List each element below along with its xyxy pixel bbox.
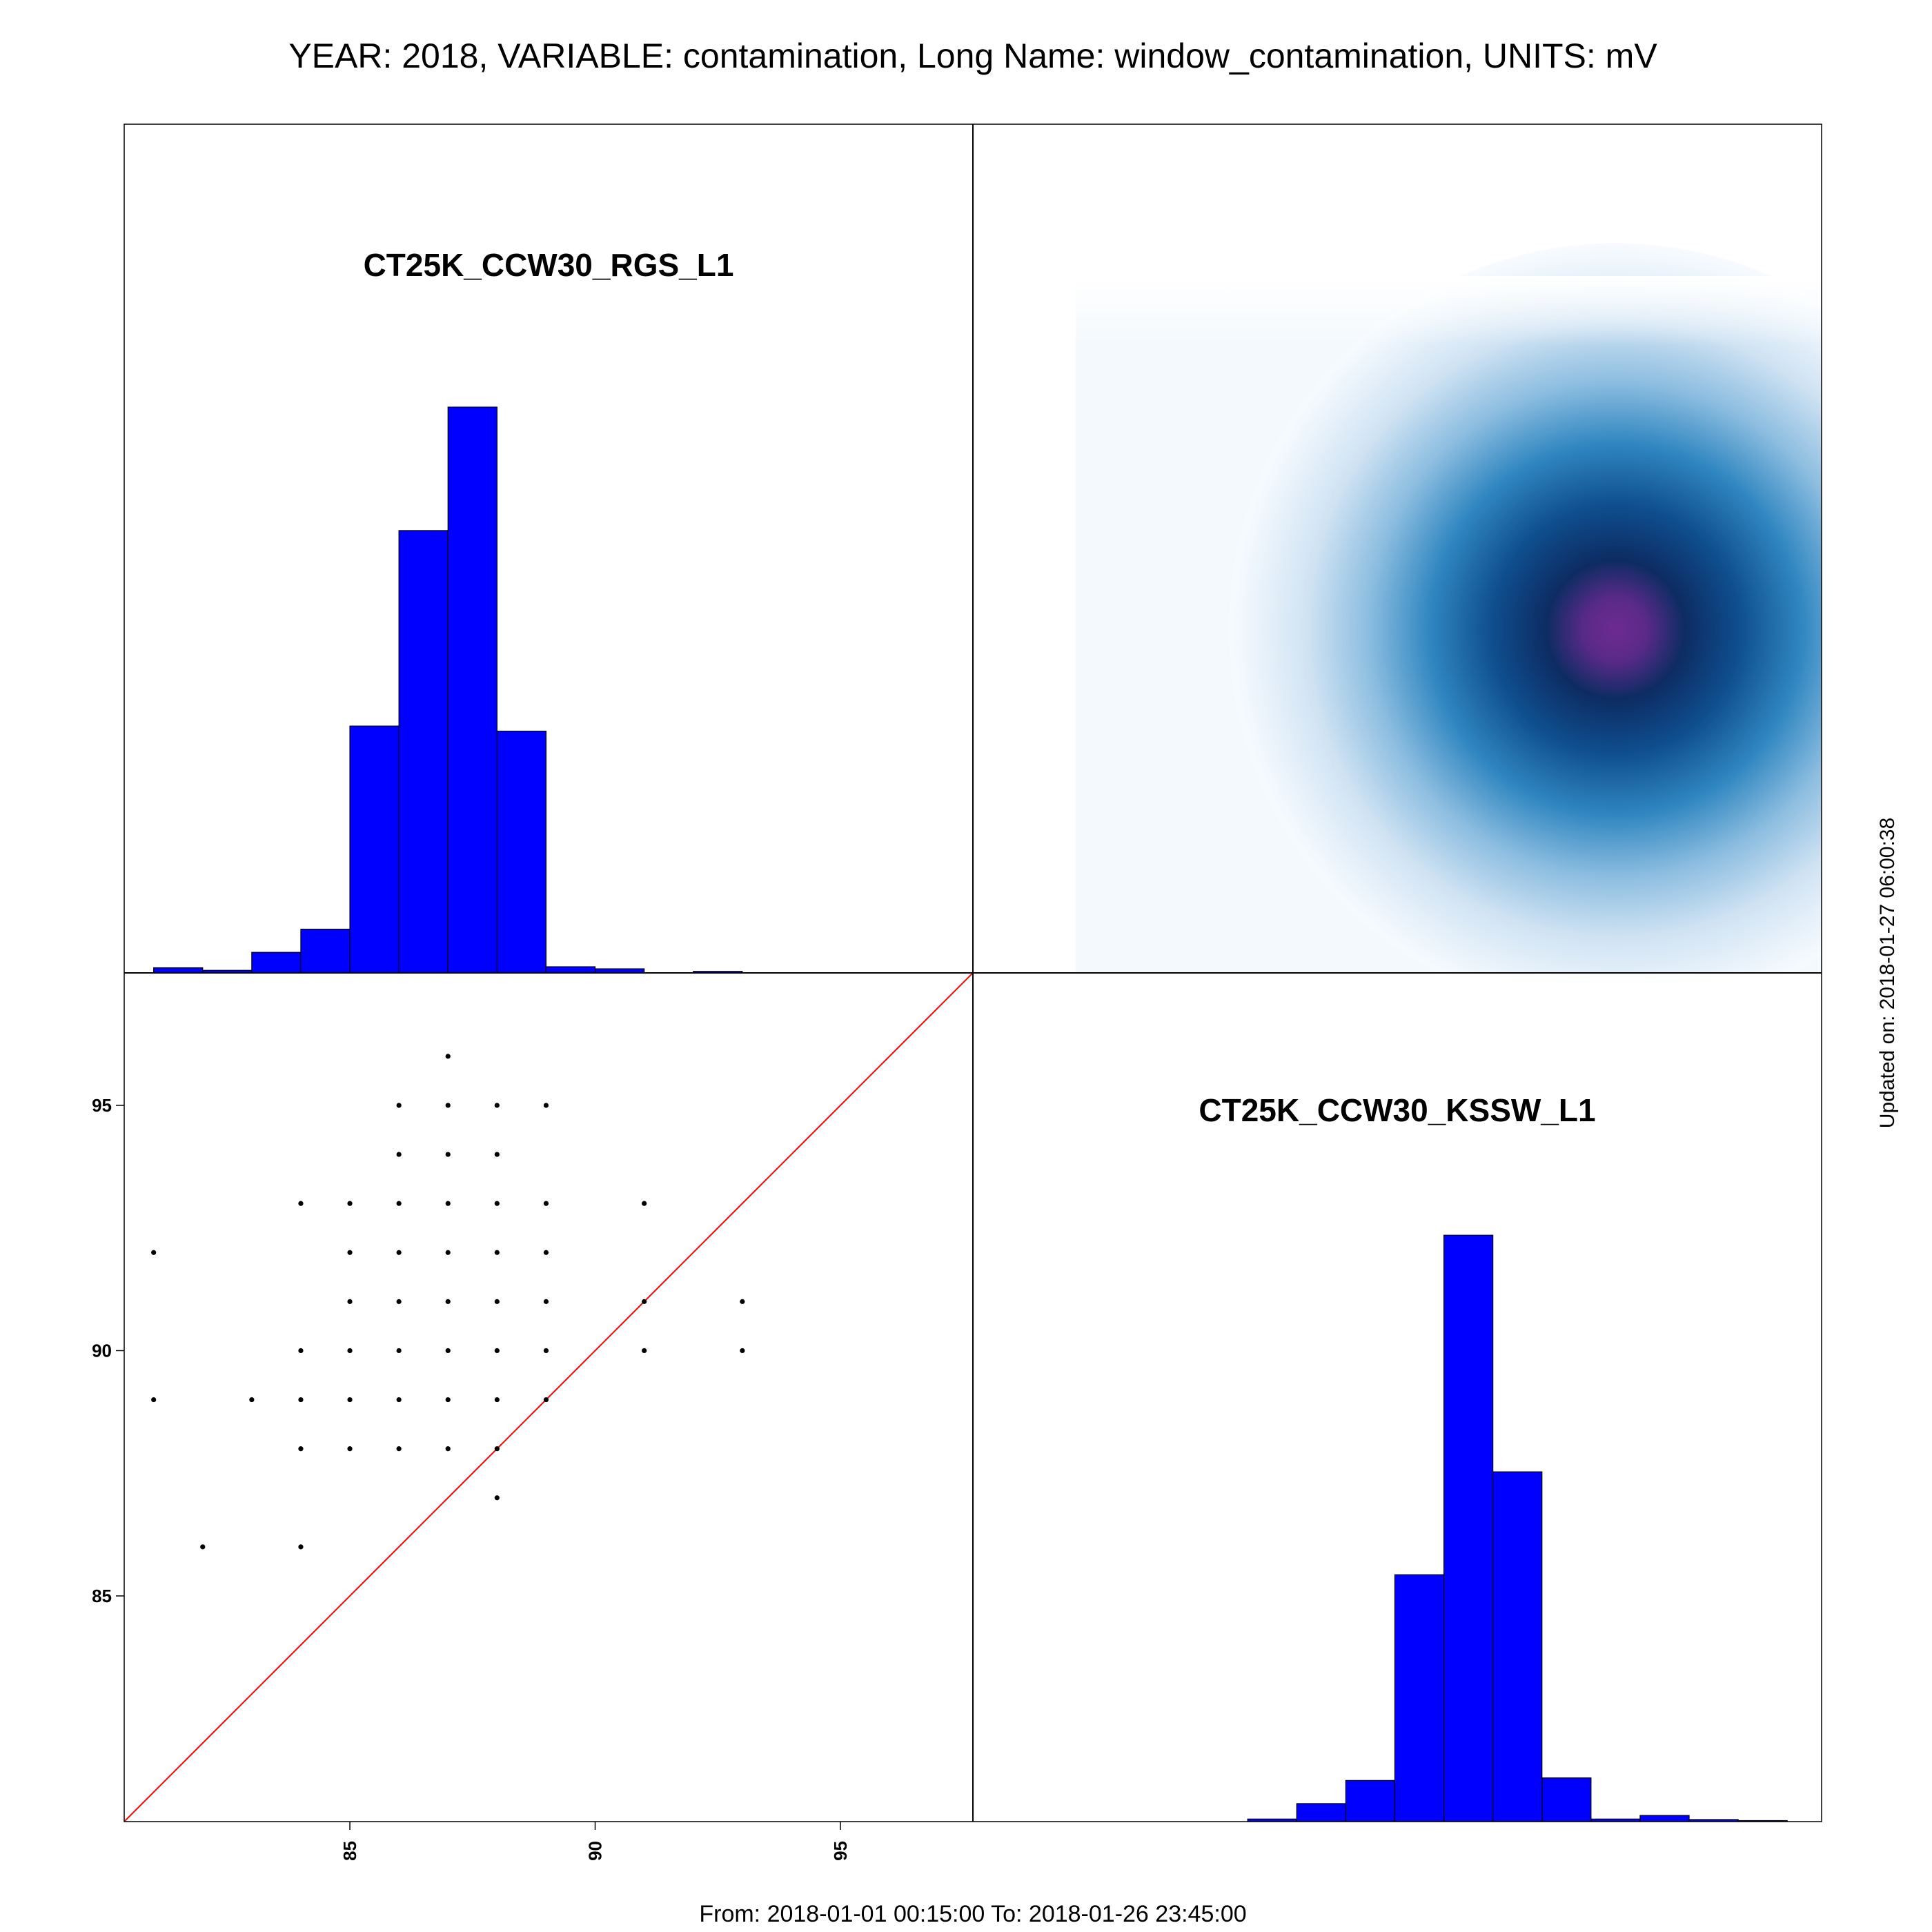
scatter-point [396, 1152, 402, 1157]
y-tick-label: 85 [92, 1586, 112, 1606]
scatter-point [543, 1201, 549, 1206]
scatter-point [347, 1446, 353, 1452]
identity-line [124, 973, 973, 1822]
scatter-point [396, 1348, 402, 1354]
histogram-bar [1296, 1803, 1346, 1822]
scatter-point [151, 1397, 157, 1403]
histogram-bar [1394, 1574, 1445, 1822]
x-axis: 85 90 95 [339, 1822, 851, 1861]
scatter-point [494, 1103, 500, 1108]
y-axis: 85 90 95 [92, 1095, 124, 1606]
scatter-point [543, 1250, 549, 1255]
histogram-kssw [1247, 1234, 1788, 1822]
scatter-point [642, 1348, 647, 1354]
updated-timestamp: Updated on: 2018-01-27 06:00:38 [1876, 818, 1899, 1128]
y-tick-label: 90 [92, 1340, 112, 1361]
scatter-point [396, 1250, 402, 1255]
scatter-point [347, 1299, 353, 1304]
scatter-point [543, 1299, 549, 1304]
scatter-point [543, 1103, 549, 1108]
scatter-point [200, 1544, 206, 1550]
histogram-bar [545, 966, 596, 974]
scatter-point [494, 1152, 500, 1157]
histogram-bar [447, 406, 497, 974]
scatter-point [642, 1299, 647, 1304]
scatter-point [494, 1201, 500, 1206]
scatter-point [151, 1250, 157, 1255]
density-heatmap [1076, 243, 1822, 973]
histogram-bar [300, 929, 351, 974]
scatter-point [396, 1446, 402, 1452]
y-tick-label: 95 [92, 1095, 112, 1116]
scatter-point [445, 1054, 451, 1059]
histogram-rgs [153, 406, 743, 974]
panel-title-kssw: CT25K_CCW30_KSSW_L1 [1199, 1092, 1595, 1128]
figure-footer: From: 2018-01-01 00:15:00 To: 2018-01-26… [699, 1901, 1246, 1927]
scatter-point [347, 1250, 353, 1255]
scatter-point [494, 1397, 500, 1403]
x-tick-label: 90 [585, 1841, 606, 1861]
scatter-point [740, 1348, 745, 1354]
density-fade-top [1076, 276, 1822, 973]
histogram-bar [1639, 1815, 1690, 1822]
panel-top-right [1076, 243, 1822, 973]
scatter-point [740, 1299, 745, 1304]
figure-title: YEAR: 2018, VARIABLE: contamination, Lon… [288, 37, 1657, 75]
histogram-bar [349, 725, 400, 974]
scatter-point [445, 1397, 451, 1403]
histogram-bar [1541, 1777, 1592, 1822]
scatter-point [494, 1348, 500, 1354]
scatter-point [494, 1250, 500, 1255]
scatter-point [445, 1250, 451, 1255]
scatter-point [347, 1201, 353, 1206]
scatter-point [494, 1299, 500, 1304]
panel-bottom-right: CT25K_CCW30_KSSW_L1 [1199, 1092, 1788, 1822]
scatter-point [347, 1397, 353, 1403]
histogram-bar [153, 967, 204, 974]
scatter-point [396, 1299, 402, 1304]
scatter-point [642, 1201, 647, 1206]
scatter-point [249, 1397, 255, 1403]
scatter-point [445, 1201, 451, 1206]
scatter-point [298, 1544, 304, 1550]
scatter-point [543, 1397, 549, 1403]
x-tick-label: 85 [339, 1841, 360, 1861]
scatter-point [445, 1348, 451, 1354]
scatter-point [445, 1152, 451, 1157]
histogram-bar [398, 530, 448, 974]
histogram-bar [496, 731, 547, 974]
scatter-point [396, 1103, 402, 1108]
panel-bottom-left: 85 90 95 85 90 95 [92, 973, 973, 1861]
scatter-point [396, 1397, 402, 1403]
scatter-point [347, 1348, 353, 1354]
scatter-points [151, 1054, 745, 1550]
panel-top-left: CT25K_CCW30_RGS_L1 [153, 247, 743, 974]
histogram-bar [1345, 1780, 1396, 1822]
scatter-point [543, 1348, 549, 1354]
scatter-point [298, 1348, 304, 1354]
scatter-point [298, 1201, 304, 1206]
scatter-point [494, 1495, 500, 1501]
scatter-point [298, 1446, 304, 1452]
scatter-point [396, 1201, 402, 1206]
panel-title-rgs: CT25K_CCW30_RGS_L1 [364, 247, 734, 283]
scatter-point [494, 1446, 500, 1452]
x-tick-label: 95 [830, 1841, 851, 1861]
histogram-bar [1443, 1234, 1494, 1822]
scatter-point [298, 1397, 304, 1403]
scatter-point [445, 1103, 451, 1108]
scatter-point [445, 1299, 451, 1304]
scatter-point [445, 1446, 451, 1452]
histogram-bar [251, 952, 302, 974]
histogram-bar [1492, 1471, 1543, 1822]
